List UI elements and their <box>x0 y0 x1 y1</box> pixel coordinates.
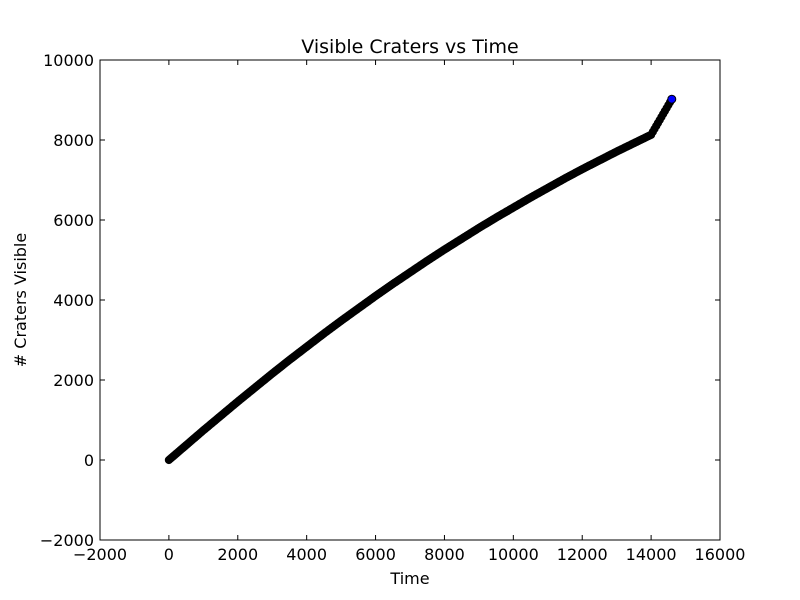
x-tick-label: 14000 <box>626 545 677 564</box>
plot-frame <box>99 59 721 541</box>
y-tick-label: −2000 <box>40 531 94 550</box>
x-tick-label: 8000 <box>424 545 465 564</box>
y-tick-label: 8000 <box>53 131 94 150</box>
x-tick-label: 6000 <box>355 545 396 564</box>
y-axis-label: # Craters Visible <box>11 233 30 367</box>
x-tick-label: 10000 <box>488 545 539 564</box>
data-point <box>667 94 677 104</box>
x-tick-label: 16000 <box>695 545 746 564</box>
x-tick-label: 4000 <box>286 545 327 564</box>
chart-title: Visible Craters vs Time <box>301 36 518 58</box>
y-tick-label: 2000 <box>53 371 94 390</box>
y-tick-label: 10000 <box>43 51 94 70</box>
x-axis-ticks: −2000 0 2000 4000 6000 8000 10000 12000 14000 160… <box>73 60 746 564</box>
y-tick-label: 0 <box>84 451 94 470</box>
y-tick-label: 6000 <box>53 211 94 230</box>
y-axis-ticks: −2000 0 2000 4000 6000 8000 10000 <box>40 51 720 550</box>
data-points <box>164 94 677 465</box>
x-axis-label: Time <box>389 569 429 588</box>
x-tick-label: 2000 <box>217 545 258 564</box>
y-tick-label: 4000 <box>53 291 94 310</box>
x-tick-label: 0 <box>164 545 174 564</box>
x-tick-label: 12000 <box>557 545 608 564</box>
x-tick-label: −2000 <box>73 545 127 564</box>
